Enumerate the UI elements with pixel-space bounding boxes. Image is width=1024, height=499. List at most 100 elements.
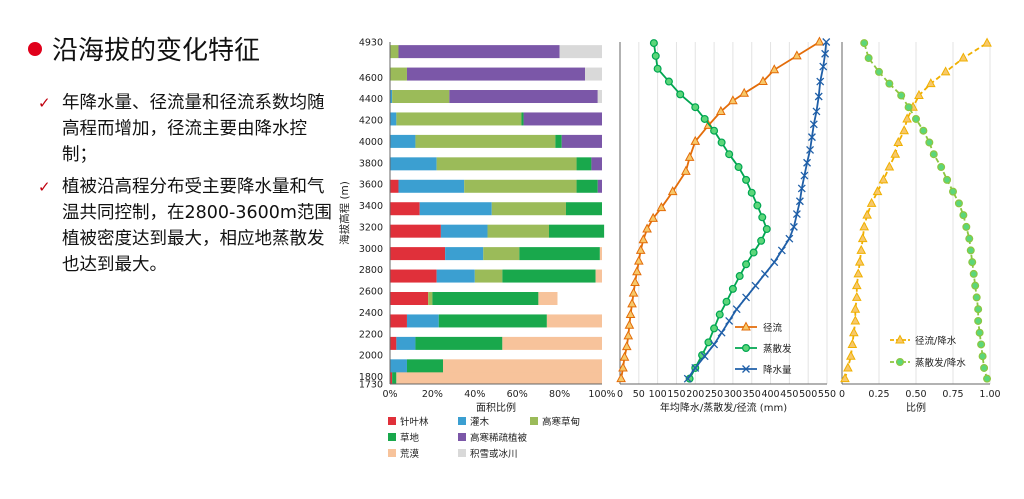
data-point [853, 268, 864, 278]
data-point [758, 75, 768, 86]
data-point [980, 363, 989, 372]
data-point [959, 211, 968, 220]
x-axis-label: 年均降水/蒸散发/径流 (mm) [660, 401, 787, 414]
data-point [757, 236, 766, 245]
data-point [974, 316, 983, 325]
legend-label: 蒸散发 [763, 343, 792, 355]
data-point [742, 293, 751, 302]
data-point [676, 90, 685, 99]
bar-segment [390, 90, 393, 104]
bar-segment [390, 224, 441, 238]
data-point [800, 171, 809, 180]
bar-segment [464, 179, 577, 193]
bar-segment [440, 224, 488, 238]
data-point [618, 362, 628, 372]
y-tick-label: 2000 [359, 351, 383, 362]
x-tick-label: 0.25 [868, 389, 889, 400]
bar-segment [392, 371, 397, 385]
data-point [717, 328, 726, 337]
data-point [902, 113, 912, 123]
bar-segment [406, 314, 439, 328]
data-point [843, 362, 853, 372]
x-axis-label: 比例 [906, 401, 926, 414]
legend-label: 高寒稀疏植被 [470, 432, 528, 444]
bar-segment [390, 359, 407, 373]
data-point [770, 258, 779, 267]
data-point [785, 234, 794, 243]
bar-segment [390, 314, 407, 328]
y-tick-label: 3800 [359, 158, 383, 169]
x-axis-label: 面积比例 [476, 401, 516, 414]
data-point [859, 221, 870, 231]
data-point [821, 49, 830, 58]
legend-swatch [458, 433, 466, 441]
data-point [734, 163, 743, 172]
data-point [681, 165, 691, 175]
data-point [683, 374, 692, 383]
legend-label: 高寒草甸 [542, 416, 580, 428]
bar-segment [406, 67, 586, 81]
bar-segment [419, 202, 492, 216]
data-point [925, 138, 934, 147]
bar-segment [559, 45, 602, 59]
x-tick-label: 400 [761, 389, 779, 400]
y-tick-label: 4600 [359, 73, 383, 84]
x-tick-label: 100 [649, 389, 667, 400]
data-point [624, 319, 635, 329]
data-point [690, 135, 701, 145]
data-point [943, 175, 952, 184]
bar-segment [483, 247, 520, 261]
y-tick-label: 2600 [359, 287, 383, 298]
data-point [819, 62, 828, 71]
data-point [735, 272, 744, 281]
data-point [850, 315, 861, 325]
x-tick-label: 0 [617, 389, 623, 400]
data-point [653, 64, 662, 73]
y-tick-label: 1800 [359, 372, 383, 383]
legend-label: 针叶林 [400, 416, 429, 428]
data-point [966, 246, 975, 255]
data-point [974, 305, 983, 314]
data-point [958, 52, 969, 62]
data-point [656, 202, 667, 212]
data-point [851, 280, 862, 290]
data-point [684, 151, 695, 161]
data-point [856, 244, 867, 254]
data-point [728, 95, 738, 105]
bar-segment [390, 157, 437, 171]
data-point [710, 340, 719, 349]
bar-segment [390, 336, 397, 350]
data-point [893, 136, 904, 146]
bullet-list: ✓ 年降水量、径流量和径流系数均随高程而增加，径流主要由降水控制； ✓ 植被沿高程分… [36, 90, 336, 284]
bullet-dot-icon [28, 41, 42, 56]
data-point [789, 222, 798, 231]
bar-segment [502, 336, 602, 350]
data-point [651, 51, 660, 60]
bar-segment [390, 371, 393, 385]
data-point [925, 78, 936, 88]
bar-segment [599, 247, 602, 261]
data-point [725, 316, 734, 325]
data-point [929, 150, 938, 159]
data-point [814, 92, 823, 101]
bar-segment [390, 247, 446, 261]
legend-label: 草地 [400, 432, 420, 444]
data-point [704, 338, 713, 347]
data-point [874, 67, 883, 76]
bar-segment [445, 247, 484, 261]
data-point [749, 248, 758, 257]
bar-segment [595, 269, 602, 283]
bar-segment [396, 371, 602, 385]
bar-segment [390, 202, 420, 216]
data-point [807, 133, 816, 142]
data-point [899, 125, 909, 135]
legend-label: 蒸散发/降水 [915, 357, 966, 369]
data-point [753, 201, 762, 210]
bar-segment [390, 67, 407, 81]
bullet-item: ✓ 植被沿高程分布受主要降水量和气温共同控制，在2800-3600m范围植被密度达… [36, 174, 336, 278]
data-point [797, 184, 806, 193]
checkmark-icon: ✓ [38, 94, 51, 112]
data-point [751, 281, 760, 290]
data-point [948, 187, 957, 196]
bar-segment [576, 179, 598, 193]
